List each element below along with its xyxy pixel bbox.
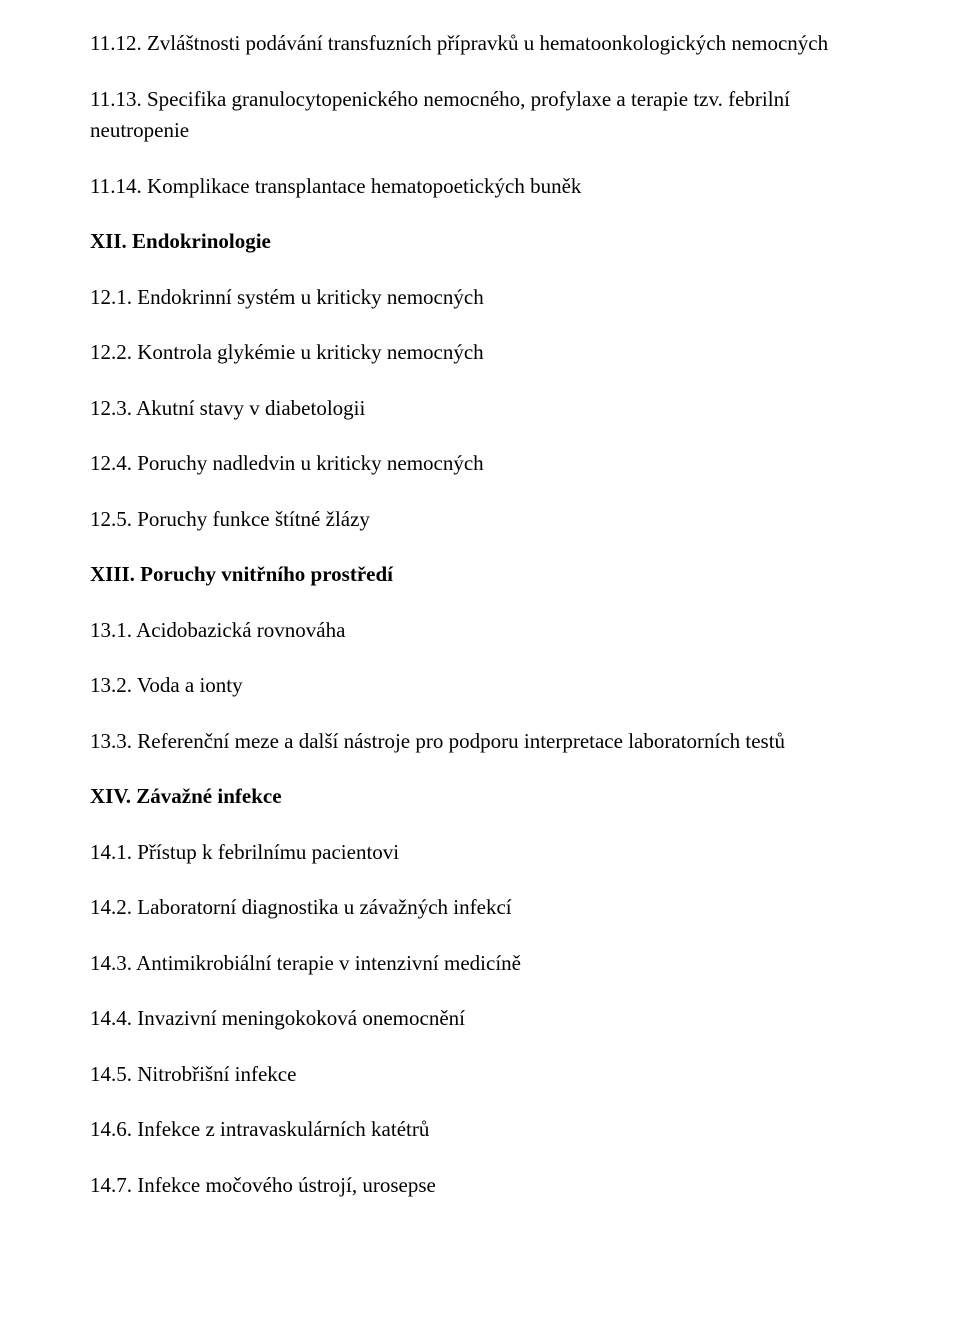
list-item: 13.2. Voda a ionty (90, 670, 870, 702)
section-heading: XII. Endokrinologie (90, 226, 870, 258)
list-item: 12.3. Akutní stavy v diabetologii (90, 393, 870, 425)
list-item: 11.14. Komplikace transplantace hematopo… (90, 171, 870, 203)
list-item: 14.3. Antimikrobiální terapie v intenziv… (90, 948, 870, 980)
list-item: 12.4. Poruchy nadledvin u kriticky nemoc… (90, 448, 870, 480)
document-body: 11.12. Zvláštnosti podávání transfuzních… (90, 28, 870, 1201)
list-item: 14.6. Infekce z intravaskulárních katétr… (90, 1114, 870, 1146)
list-item: 14.2. Laboratorní diagnostika u závažnýc… (90, 892, 870, 924)
list-item: 12.2. Kontrola glykémie u kriticky nemoc… (90, 337, 870, 369)
list-item: 13.1. Acidobazická rovnováha (90, 615, 870, 647)
list-item: 13.3. Referenční meze a další nástroje p… (90, 726, 870, 758)
list-item: 14.4. Invazivní meningokoková onemocnění (90, 1003, 870, 1035)
section-heading: XIV. Závažné infekce (90, 781, 870, 813)
list-item: 14.5. Nitrobřišní infekce (90, 1059, 870, 1091)
list-item: 11.12. Zvláštnosti podávání transfuzních… (90, 28, 870, 60)
list-item: 12.5. Poruchy funkce štítné žlázy (90, 504, 870, 536)
list-item: 14.1. Přístup k febrilnímu pacientovi (90, 837, 870, 869)
list-item: 11.13. Specifika granulocytopenického ne… (90, 84, 870, 147)
section-heading: XIII. Poruchy vnitřního prostředí (90, 559, 870, 591)
list-item: 12.1. Endokrinní systém u kriticky nemoc… (90, 282, 870, 314)
list-item: 14.7. Infekce močového ústrojí, urosepse (90, 1170, 870, 1202)
